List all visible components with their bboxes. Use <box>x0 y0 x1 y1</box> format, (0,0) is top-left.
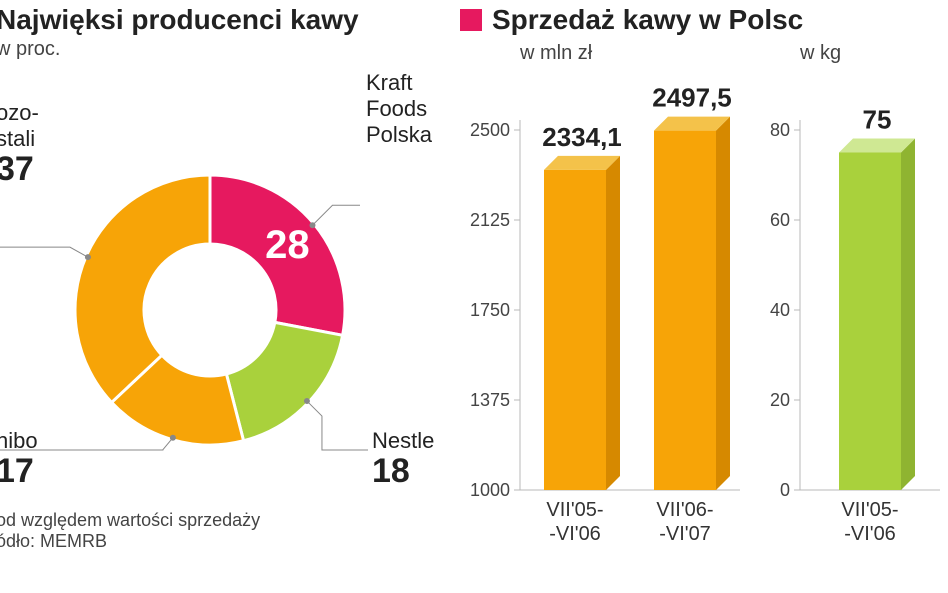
donut-label-nestle: Nestle <box>372 428 434 453</box>
ytick: 2125 <box>470 210 510 230</box>
ytick: 0 <box>780 480 790 500</box>
bar <box>544 170 606 490</box>
donut-label-kraft: Polska <box>366 122 433 147</box>
producers-donut: 28 KraftFoodsPolska Nestle18 hibo17 ozo-stal… <box>0 30 460 550</box>
ytick: 20 <box>770 390 790 410</box>
donut-value-nestle: 18 <box>372 452 410 490</box>
donut-label-pozostali: stali <box>0 126 35 151</box>
sales-subtitle-kg: w kg <box>800 42 841 65</box>
donut-label-kraft: Kraft <box>366 70 412 95</box>
donut-label-tchibo: hibo <box>0 428 38 453</box>
ytick: 1000 <box>470 480 510 500</box>
bar-category: VII'06- <box>656 499 713 521</box>
donut-slice-nestle <box>226 322 342 440</box>
bar-value: 75 <box>863 105 892 135</box>
ytick: 80 <box>770 120 790 140</box>
ytick: 1750 <box>470 300 510 320</box>
sales-title-marker <box>460 9 482 31</box>
ytick: 1375 <box>470 390 510 410</box>
bar-category: -VI'06 <box>844 523 896 545</box>
sales-panel: Sprzedaż kawy w Polsc w mln zł w kg 1000… <box>460 0 948 593</box>
producers-panel: Najwięksi producenci kawy w proc. 28Kraf… <box>0 0 460 593</box>
donut-value-tchibo: 17 <box>0 452 34 490</box>
bar-value: 2334,1 <box>542 122 622 152</box>
sales-bar-chart-kg: 0 20 40 60 80 75 VII'05--VI'06 <box>750 70 948 570</box>
ytick: 2500 <box>470 120 510 140</box>
ytick: 60 <box>770 210 790 230</box>
ytick: 40 <box>770 300 790 320</box>
bar-category: VII'05- <box>841 499 898 521</box>
sales-title: Sprzedaż kawy w Polsc <box>492 4 803 36</box>
bar <box>654 131 716 490</box>
donut-label-pozostali: ozo- <box>0 100 39 125</box>
bar-value: 2497,5 <box>652 83 732 113</box>
bar-category: -VI'06 <box>549 523 601 545</box>
sales-bar-chart-zl: 1000 1375 1750 2125 2500 2334,1 VII'05--VI'06 2… <box>460 70 750 570</box>
producers-footnote-1: od względem wartości sprzedaży <box>0 510 260 531</box>
donut-slice-pozostali <box>75 175 210 402</box>
producers-footnote-2: ódło: MEMRB <box>0 531 260 552</box>
bar-category: -VI'07 <box>659 523 711 545</box>
donut-value-kraft: 28 <box>265 223 310 267</box>
bar-category: VII'05- <box>546 499 603 521</box>
donut-value-pozostali: 37 <box>0 150 34 188</box>
sales-subtitle-zl: w mln zł <box>520 42 592 65</box>
donut-label-kraft: Foods <box>366 96 427 121</box>
bar <box>839 153 901 491</box>
